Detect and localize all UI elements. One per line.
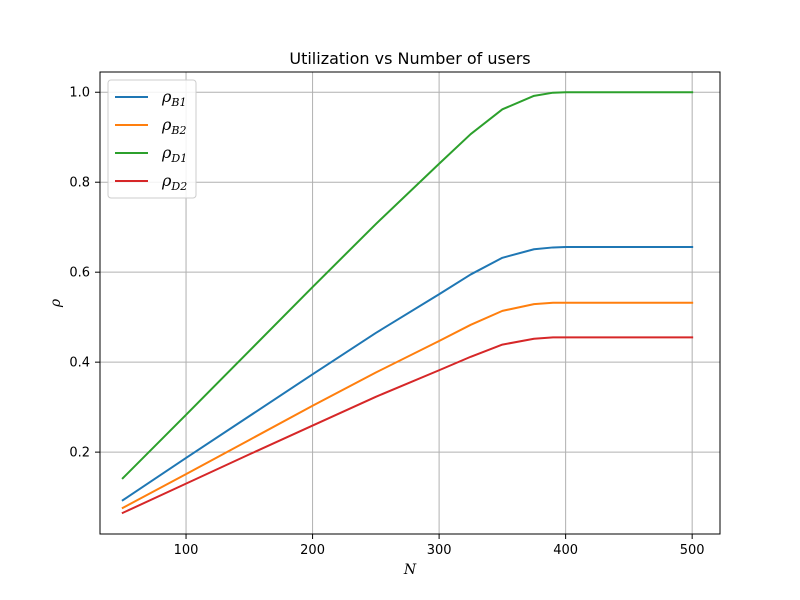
y-tick-label: 0.2: [69, 446, 90, 461]
y-tick-label: 1.0: [69, 86, 90, 101]
legend-box: [107, 79, 197, 199]
y-axis-ticks: 0.2 0.4 0.6 0.8 1.0: [69, 86, 100, 461]
x-tick-label: 100: [174, 543, 199, 558]
legend-label-symbol: ρ: [161, 143, 172, 162]
x-tick-label: 500: [680, 543, 705, 558]
x-tick-label: 300: [427, 543, 452, 558]
y-axis-label: ρ: [48, 298, 64, 308]
legend-label-subscript: D2: [170, 180, 187, 193]
chart-title: Utilization vs Number of users: [289, 49, 530, 68]
series-line-d2: [121, 336, 694, 515]
x-axis-ticks: 100 200 300 400 500: [174, 534, 705, 558]
y-tick-label: 0.6: [69, 266, 90, 281]
legend-label-symbol: ρ: [161, 87, 172, 106]
y-tick-label: 0.4: [69, 356, 90, 371]
x-axis-label: N: [403, 562, 417, 578]
legend-label-subscript: B1: [170, 96, 186, 109]
series-line-d1: [121, 91, 694, 480]
series-lines: [121, 91, 694, 515]
legend-label-symbol: ρ: [161, 115, 172, 134]
x-tick-label: 200: [300, 543, 325, 558]
legend-label: ρD2: [161, 171, 187, 193]
series-line-b2: [121, 301, 694, 510]
legend-label: ρB2: [161, 115, 187, 137]
series-line-b1: [121, 245, 694, 502]
y-tick-label: 0.8: [69, 176, 90, 191]
legend-label-symbol: ρ: [161, 171, 172, 190]
legend-label-subscript: D1: [170, 152, 187, 165]
legend-label: ρB1: [161, 87, 187, 109]
plot-frame: [99, 71, 721, 535]
legend-label: ρD1: [161, 143, 187, 165]
legend-label-subscript: B2: [170, 124, 186, 137]
x-tick-label: 400: [553, 543, 578, 558]
